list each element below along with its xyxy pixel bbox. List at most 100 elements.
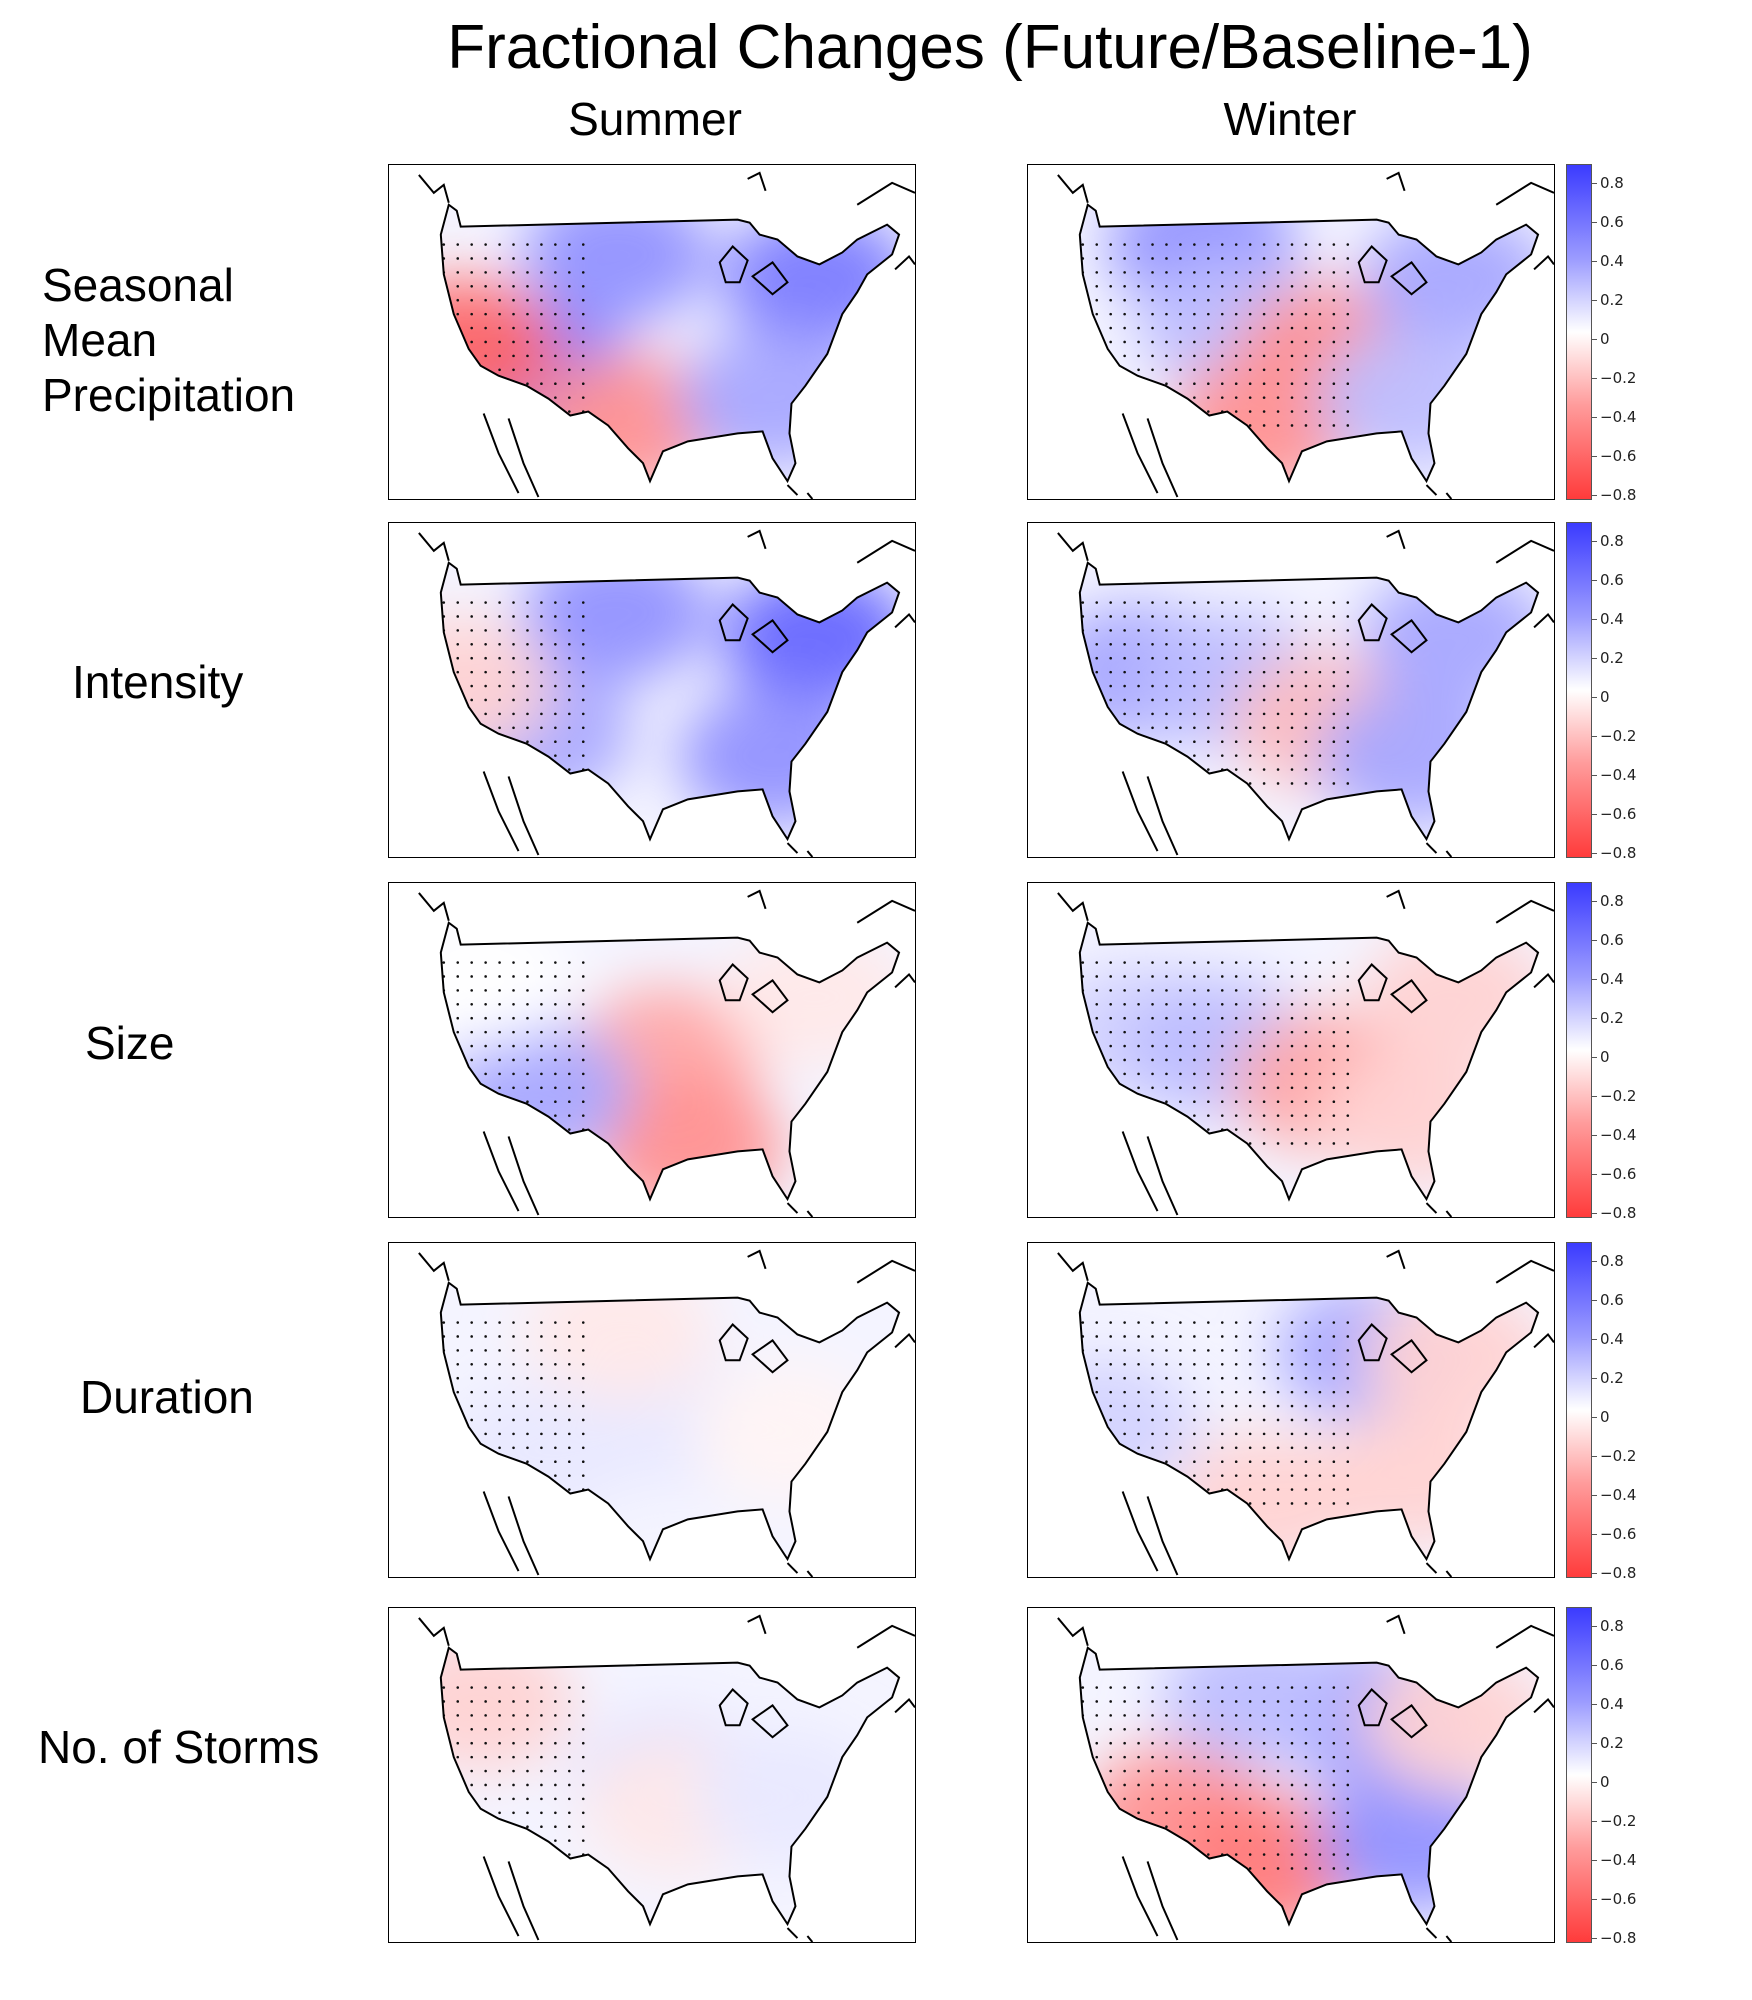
region-southeast: [1316, 1047, 1507, 1187]
colorbar-tick-label: 0.6: [1592, 1291, 1624, 1309]
colorbar-tick-label: 0.8: [1592, 532, 1624, 550]
region-east: [692, 1362, 883, 1502]
colorbar-tick-label: −0.4: [1591, 408, 1637, 426]
colorbar-tick-label: 0.6: [1592, 931, 1624, 949]
map-svg: [1057, 1614, 1554, 1942]
colorbar-tick-label: 0: [1592, 1773, 1610, 1791]
us-outline: [1078, 921, 1540, 1202]
us-outline: [439, 203, 901, 484]
colorbar-tick-label: 0.6: [1592, 571, 1624, 589]
us-outline: [1078, 1646, 1540, 1927]
map-svg: [418, 171, 915, 499]
map-svg: [418, 1249, 915, 1577]
row-label-storms: No. of Storms: [38, 1720, 319, 1775]
map-panel-duration-summer: [388, 1242, 916, 1578]
colorbar-tick-label: −0.4: [1591, 1126, 1637, 1144]
map-panel-duration-winter: [1027, 1242, 1555, 1578]
us-outline: [1078, 561, 1540, 842]
row-label-line: Mean: [42, 314, 158, 366]
region-northern-plains: [523, 1282, 713, 1403]
map-panel-seasonal-mean-precipitation-winter: [1027, 164, 1555, 500]
colorbar-tick-label: 0.8: [1592, 1252, 1624, 1270]
row-label-line: No. of Storms: [38, 1721, 320, 1773]
row-label-line: Size: [85, 1017, 175, 1069]
map-svg: [1057, 171, 1554, 499]
map-panel-seasonal-mean-precipitation-summer: [388, 164, 916, 500]
region-northeast: [722, 209, 900, 349]
colorbar-tick-label: −0.4: [1591, 1486, 1637, 1504]
us-outline: [439, 921, 901, 1202]
us-outline: [439, 1646, 901, 1927]
map-panel-intensity-summer: [388, 522, 916, 858]
colorbar-4: [1566, 1242, 1592, 1578]
region-northern-plains: [1162, 1647, 1352, 1768]
stippling: [1081, 1686, 1350, 1870]
colorbar-tick-label: −0.8: [1591, 1204, 1637, 1222]
colorbar-tick-label: −0.4: [1591, 766, 1637, 784]
stippling: [1081, 1321, 1350, 1505]
row-label-line: Duration: [80, 1371, 254, 1423]
us-outline: [1078, 1281, 1540, 1562]
region-northern-plains: [523, 562, 713, 683]
colorbar-tick-label: 0.4: [1592, 1695, 1624, 1713]
colorbar-tick-label: 0.2: [1592, 1369, 1624, 1387]
colorbar-tick-label: 0.2: [1592, 1734, 1624, 1752]
region-northwest: [440, 1647, 574, 1773]
region-northeast: [1361, 927, 1539, 1067]
colorbar-tick-label: 0.4: [1592, 970, 1624, 988]
colorbar-tick-label: 0.2: [1592, 649, 1624, 667]
stippling: [442, 961, 585, 1145]
colorbar-tick-label: 0.2: [1592, 291, 1624, 309]
colorbar-tick-label: 0.6: [1592, 213, 1624, 231]
us-outline: [1078, 203, 1540, 484]
figure-title: Fractional Changes (Future/Baseline-1): [447, 13, 1533, 82]
region-southeast: [677, 687, 868, 827]
colorbar-tick-label: 0: [1592, 1048, 1610, 1066]
colorbar-tick-label: −0.2: [1591, 1812, 1637, 1830]
colorbar-tick-label: 0.4: [1592, 610, 1624, 628]
region-northeast: [722, 567, 900, 707]
colorbar-tick-label: −0.2: [1591, 369, 1637, 387]
region-southeast: [1316, 1772, 1507, 1912]
map-panel-intensity-winter: [1027, 522, 1555, 858]
colorbar-1: [1566, 164, 1592, 500]
colorbar-tick-label: −0.2: [1591, 727, 1637, 745]
colorbar-tick-label: −0.6: [1591, 805, 1637, 823]
map-svg: [1057, 1249, 1554, 1577]
row-label-line: Intensity: [72, 656, 244, 708]
colorbar-tick-label: −0.8: [1591, 1929, 1637, 1947]
row-label-line: Precipitation: [42, 369, 296, 421]
map-svg: [418, 529, 915, 857]
colorbar-tick-label: −0.6: [1591, 447, 1637, 465]
map-svg: [418, 1614, 915, 1942]
map-panel-no-of-storms-winter: [1027, 1607, 1555, 1943]
colorbar-tick-label: 0.4: [1592, 252, 1624, 270]
colorbar-tick-label: −0.6: [1591, 1165, 1637, 1183]
colorbar-tick-label: 0.8: [1592, 174, 1624, 192]
colorbar-tick-label: 0.6: [1592, 1656, 1624, 1674]
map-svg: [1057, 529, 1554, 857]
map-panel-size-winter: [1027, 882, 1555, 1218]
colorbar-tick-label: −0.8: [1591, 844, 1637, 862]
region-southeast: [677, 329, 868, 469]
colorbar-tick-label: −0.8: [1591, 486, 1637, 504]
colorbar-tick-label: −0.8: [1591, 1564, 1637, 1582]
colorbar-tick-label: 0.8: [1592, 1617, 1624, 1635]
colorbar-5: [1566, 1607, 1592, 1943]
region-northwest: [440, 922, 574, 1048]
row-label-precipitation: Seasonal Mean Precipitation: [42, 258, 295, 423]
us-outline: [439, 561, 901, 842]
colorbar-tick-label: −0.4: [1591, 1851, 1637, 1869]
us-outline: [439, 1281, 901, 1562]
colorbar-tick-label: −0.2: [1591, 1087, 1637, 1105]
colorbar-tick-label: 0.4: [1592, 1330, 1624, 1348]
region-northern-plains: [523, 204, 713, 325]
region-northeast: [1361, 1287, 1539, 1427]
colorbar-tick-label: −0.6: [1591, 1890, 1637, 1908]
colorbar-tick-label: 0: [1592, 688, 1610, 706]
map-svg: [418, 889, 915, 1217]
colorbar-tick-label: 0.2: [1592, 1009, 1624, 1027]
region-texas: [1172, 1431, 1362, 1560]
region-northeast: [1361, 209, 1539, 349]
colorbar-tick-label: −0.2: [1591, 1447, 1637, 1465]
